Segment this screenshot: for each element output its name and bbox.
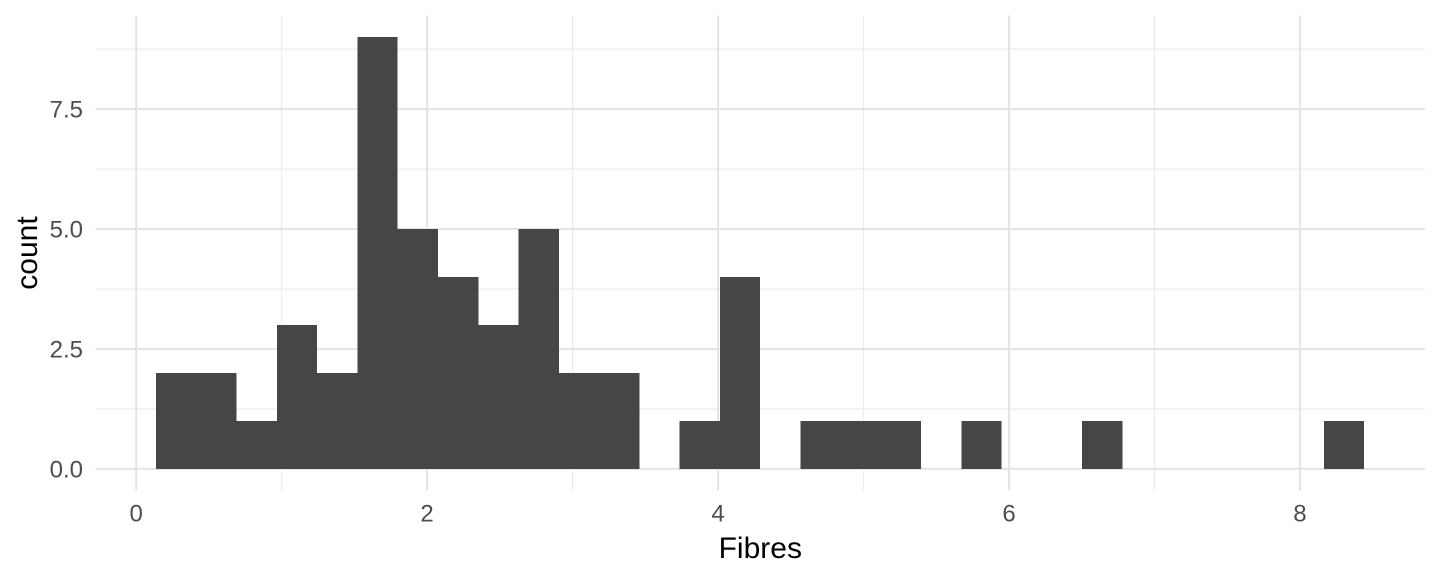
histogram-bar: [156, 372, 197, 469]
x-tick-label: 4: [711, 501, 724, 528]
histogram-bar: [880, 420, 922, 469]
x-tick-label: 8: [1293, 501, 1306, 528]
histogram-bar: [236, 420, 277, 469]
histogram-bar: [276, 324, 318, 469]
histogram-bar: [1323, 420, 1365, 469]
histogram-bar: [397, 229, 438, 469]
y-axis-title: count: [11, 216, 44, 290]
histogram-bar: [800, 420, 841, 469]
histogram-bars: [156, 37, 1365, 469]
histogram-bar: [1082, 420, 1123, 469]
x-tick-label: 2: [420, 501, 433, 528]
x-axis-title: Fibres: [719, 532, 802, 565]
histogram-bar: [840, 420, 881, 469]
histogram-bar: [679, 420, 720, 469]
histogram-bar: [357, 37, 398, 469]
x-axis-tick-labels: 0 2 4 6 8: [130, 501, 1307, 528]
histogram-bar: [599, 372, 640, 469]
y-tick-label: 7.5: [50, 97, 83, 124]
histogram-bar: [438, 276, 479, 469]
histogram-bar: [317, 372, 358, 469]
x-tick-label: 0: [130, 501, 143, 528]
histogram-bar: [558, 372, 600, 469]
grid-minor-lines: [95, 15, 1425, 491]
histogram-bar: [961, 420, 1002, 469]
histogram-bar: [719, 276, 761, 469]
histogram-bar: [518, 229, 559, 469]
histogram-bar: [478, 324, 519, 469]
y-axis-tick-labels: 0.0 2.5 5.0 7.5: [50, 97, 83, 484]
x-tick-label: 6: [1002, 501, 1015, 528]
y-tick-label: 0.0: [50, 456, 83, 483]
y-tick-label: 5.0: [50, 217, 83, 244]
y-tick-label: 2.5: [50, 337, 83, 364]
histogram-bar: [196, 372, 237, 469]
